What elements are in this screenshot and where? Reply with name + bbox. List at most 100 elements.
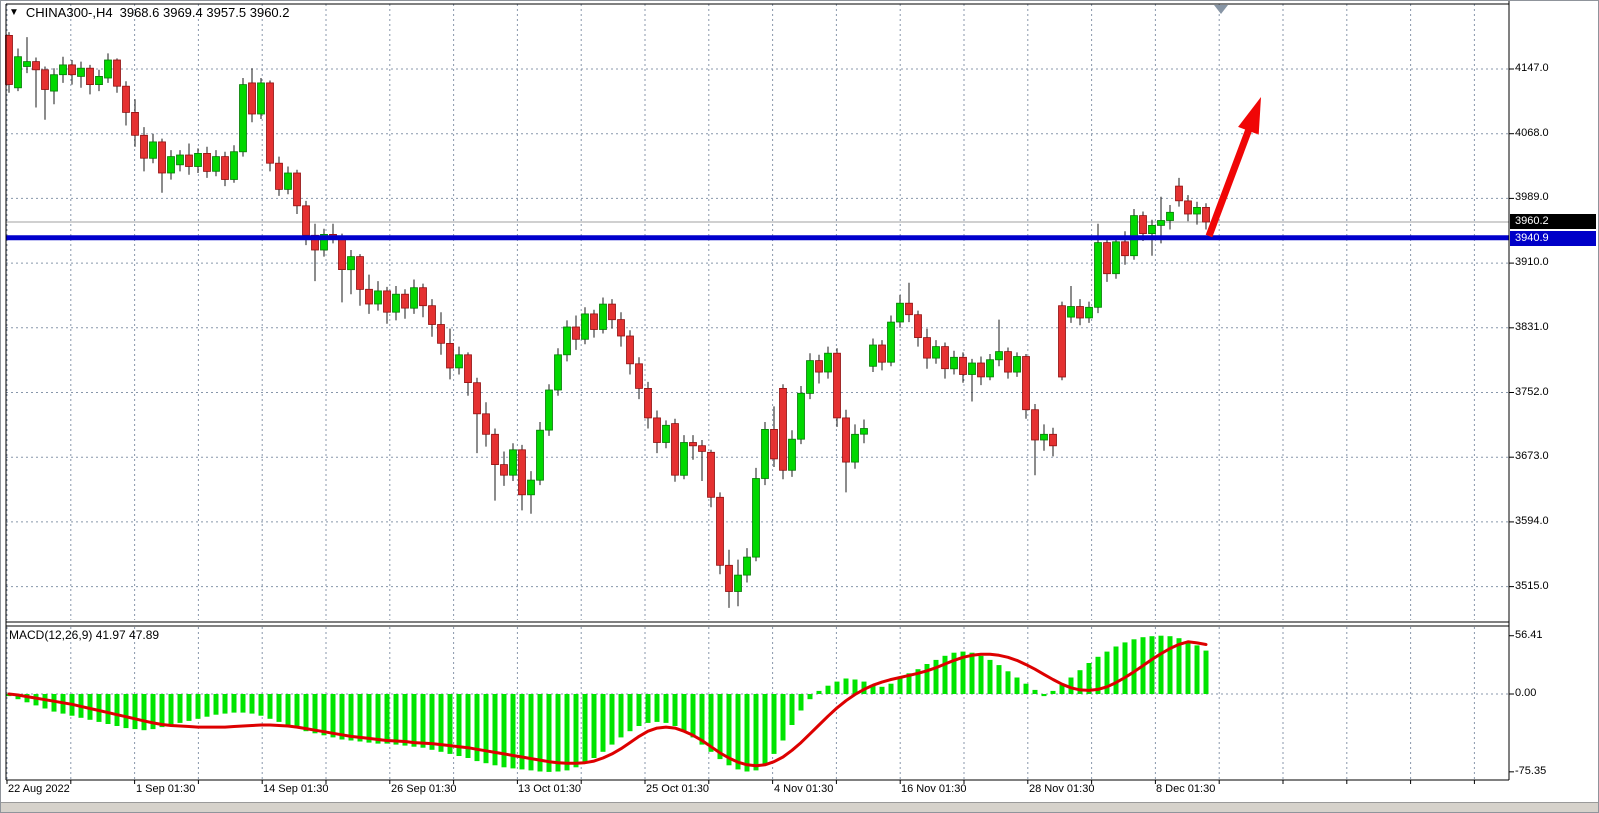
candle-body [320,233,328,251]
candle-body [608,303,616,321]
candle-body [437,324,445,344]
candle-body [761,428,769,479]
macd-histogram-bar [249,694,255,714]
candle-body [239,84,247,153]
candle-body [1031,409,1039,441]
candle-body [1094,242,1102,308]
candle-body [1121,241,1129,257]
candle-body [1175,185,1183,202]
candle-body [59,64,67,76]
candle-body [1049,433,1057,447]
macd-histogram-bar [618,694,624,738]
candle-body [347,256,355,271]
macd-histogram-bar [411,694,417,747]
candle-body [914,314,922,339]
candle-body [590,313,598,330]
candle-body [365,288,373,305]
candle-body [140,134,148,159]
macd-histogram-bar [672,694,678,726]
shift-marker-icon[interactable] [1214,5,1228,14]
candle-body [950,356,958,370]
macd-histogram-bar [654,694,660,722]
price-axis-label: 4147.0 [1515,62,1549,74]
macd-histogram-bar [465,694,471,758]
time-axis-label: 14 Sep 01:30 [263,783,329,795]
macd-histogram-bar [447,694,453,754]
candle-body [158,141,166,174]
macd-histogram-bar [321,694,327,736]
macd-histogram-bar [24,694,30,703]
symbol-title-bar: ▼ CHINA300-,H4 3968.6 3969.4 3957.5 3960… [9,5,290,20]
candle-body [860,428,868,435]
macd-histogram-bar [726,694,732,766]
trend-arrow-shaft[interactable] [1205,123,1254,238]
macd-histogram-bar [735,694,741,770]
main-chart-area[interactable] [6,4,1509,621]
candle-body [770,428,778,460]
candle-body [1166,211,1174,221]
macd-histogram-bar [429,694,435,750]
time-axis-label: 26 Sep 01:30 [391,783,457,795]
time-scale-area[interactable] [6,780,1509,802]
macd-histogram-bar [438,694,444,752]
trend-arrow-head[interactable] [1238,97,1261,135]
candle-body [1022,356,1030,411]
macd-histogram-bar [717,694,723,760]
price-axis-label: 4068.0 [1515,127,1549,139]
candle-body [32,61,40,71]
candle-body [896,302,904,323]
macd-histogram-bar [276,694,282,722]
macd-histogram-bar [348,694,354,741]
candle-body [356,256,364,290]
time-axis-label: 4 Nov 01:30 [774,783,834,795]
macd-histogram-bar [1059,684,1065,694]
candle-body [383,290,391,313]
macd-histogram-bar [1104,651,1110,694]
macd-histogram-bar [339,694,345,740]
macd-histogram-bar [537,694,543,772]
macd-histogram-bar [582,694,588,764]
macd-histogram-bar [150,694,156,730]
candle-body [1184,200,1192,215]
candle-body [743,556,751,576]
macd-chart-area[interactable] [6,626,1509,780]
macd-histogram-bar [897,677,903,694]
macd-axis-label: -75.35 [1515,765,1547,777]
macd-histogram-bar [708,694,714,752]
macd-histogram-bar [798,694,804,711]
symbol-dropdown-icon[interactable]: ▼ [9,7,19,18]
macd-indicator-label: MACD(12,26,9) 41.97 47.89 [9,628,160,642]
macd-histogram-bar [1149,636,1155,694]
macd-histogram-bar [969,652,975,694]
macd-histogram-bar [222,694,228,714]
candle-body [941,346,949,370]
candle-body [167,156,175,174]
candle-body [797,392,805,440]
macd-histogram-bar [105,694,111,724]
candle-body [428,305,436,325]
candle-body [1013,356,1021,373]
candle-body [131,112,139,136]
macd-histogram-bar [1122,642,1128,694]
macd-histogram-bar [555,694,561,772]
candle-body [392,293,400,313]
candle-body [662,424,670,443]
price-axis-label: 3673.0 [1515,450,1549,462]
macd-histogram-bar [15,694,21,700]
macd-histogram-bar [699,694,705,745]
candle-body [698,445,706,452]
macd-histogram-bar [528,694,534,771]
candle-body [977,362,985,378]
macd-histogram-bar [564,694,570,771]
candle-body [968,362,976,375]
macd-histogram-bar [141,694,147,731]
macd-histogram-bar [366,694,372,743]
title-ohlc-values: 3968.6 3969.4 3957.5 3960.2 [119,5,290,20]
macd-histogram-bar [978,655,984,694]
candle-body [878,344,886,363]
candle-body [14,56,22,89]
macd-histogram-bar [240,694,246,713]
macd-histogram-bar [231,694,237,713]
candle-body [572,326,580,340]
macd-histogram-bar [1176,638,1182,694]
